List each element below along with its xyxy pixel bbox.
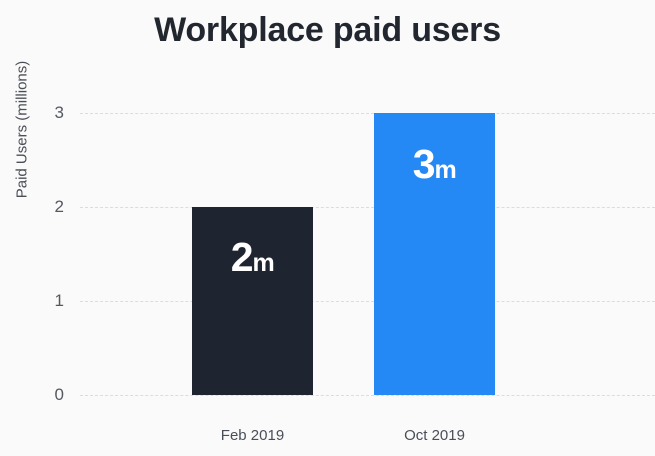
bar-value-number-feb-2019: 2 bbox=[230, 234, 254, 280]
bar-oct-2019[interactable]: 3m bbox=[374, 113, 495, 395]
chart-title: Workplace paid users bbox=[154, 11, 501, 49]
y-tick-label-0: 0 bbox=[54, 385, 64, 404]
x-tick-label-oct-2019: Oct 2019 bbox=[404, 427, 465, 444]
plot-area: 2m 3m bbox=[80, 113, 655, 396]
bar-value-unit-oct-2019: m bbox=[434, 156, 457, 184]
gridline-2 bbox=[80, 207, 655, 208]
bar-value-feb-2019: 2m bbox=[192, 237, 313, 278]
y-tick-label-3: 3 bbox=[54, 103, 64, 122]
bar-feb-2019[interactable]: 2m bbox=[192, 207, 313, 395]
y-tick-label-2: 2 bbox=[54, 197, 64, 216]
gridline-3 bbox=[80, 113, 655, 114]
bar-value-number-oct-2019: 3 bbox=[412, 141, 436, 187]
gridline-1 bbox=[80, 301, 655, 302]
y-tick-label-1: 1 bbox=[54, 291, 64, 310]
x-tick-label-feb-2019: Feb 2019 bbox=[220, 427, 285, 444]
bar-value-oct-2019: 3m bbox=[374, 144, 495, 185]
bar-value-unit-feb-2019: m bbox=[252, 249, 275, 277]
gridline-0 bbox=[80, 395, 655, 396]
y-axis-title: Paid Users (millions) bbox=[13, 60, 31, 199]
